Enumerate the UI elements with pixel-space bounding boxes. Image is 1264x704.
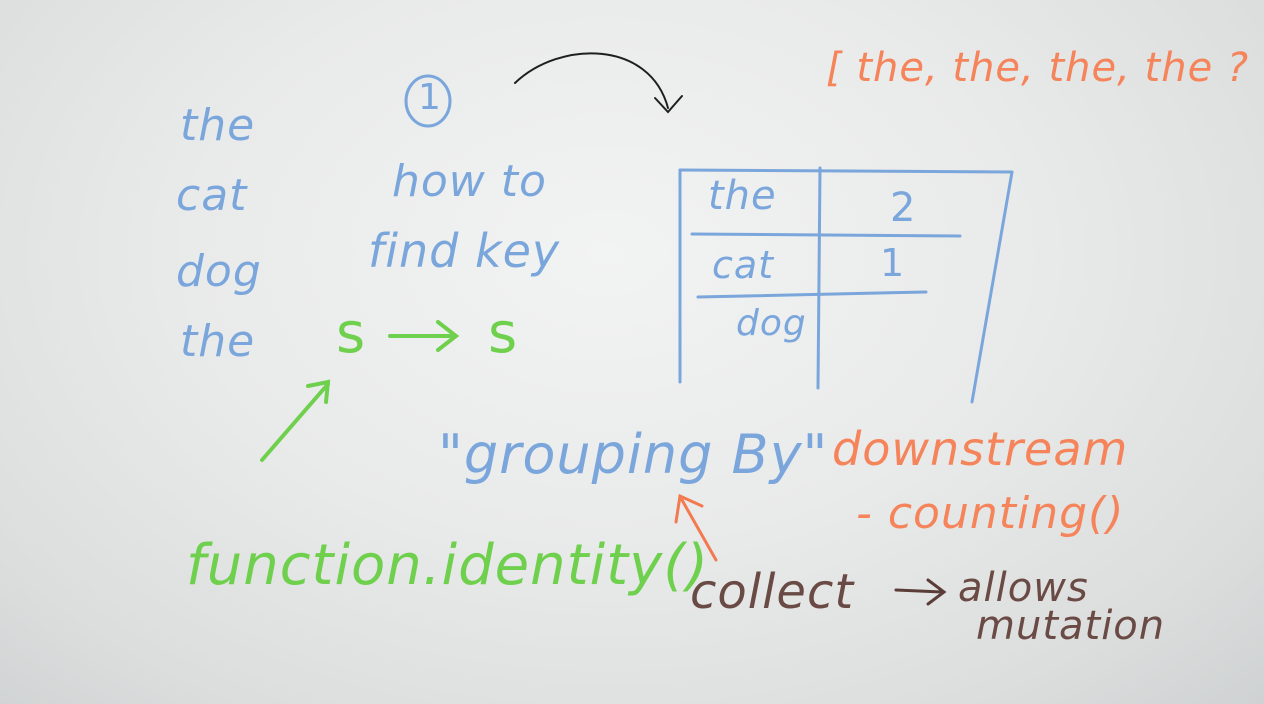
curved-arrow-icon bbox=[514, 52, 669, 109]
orange-arrow-icon bbox=[674, 493, 718, 562]
word-the-2: the bbox=[180, 316, 256, 367]
green-diagonal-arrow-icon bbox=[260, 379, 331, 462]
table-row-cat-key: cat bbox=[712, 243, 775, 287]
collect-text: collect bbox=[690, 564, 855, 620]
map-arrow-icon bbox=[388, 320, 460, 352]
downstream-text: downstream bbox=[832, 422, 1129, 476]
mutation-text: mutation bbox=[976, 603, 1166, 649]
list-note-text: [ the, the, the, the ? bbox=[826, 45, 1250, 91]
table-row-cat-count: 1 bbox=[880, 241, 906, 285]
brown-arrow-icon bbox=[894, 578, 947, 606]
word-dog: dog bbox=[176, 246, 262, 297]
step-circle bbox=[404, 74, 452, 128]
table-row-dog-key: dog bbox=[736, 303, 807, 344]
step-number: 1 bbox=[418, 77, 442, 118]
how-to-text: how to bbox=[392, 156, 547, 207]
word-the-1: the bbox=[180, 100, 256, 151]
table-row-the-count: 2 bbox=[890, 185, 917, 231]
curved-arrow-head-icon bbox=[654, 95, 683, 114]
table-row-divider-1 bbox=[690, 232, 962, 238]
table-top-border bbox=[678, 168, 1014, 174]
map-from-s: s bbox=[336, 301, 367, 366]
word-cat: cat bbox=[176, 170, 248, 221]
find-key-text: find key bbox=[368, 224, 561, 278]
function-identity-text: function.identity() bbox=[186, 533, 709, 598]
allows-line-text: allows bbox=[958, 565, 1089, 611]
table-column-divider bbox=[816, 166, 822, 390]
table-right-border bbox=[970, 170, 1014, 404]
table-row-divider-2 bbox=[696, 290, 928, 299]
counting-text: - counting() bbox=[856, 488, 1125, 539]
map-to-s: s bbox=[488, 301, 519, 366]
grouping-by-text: "grouping By" bbox=[438, 423, 829, 486]
table-row-the-key: the bbox=[708, 173, 777, 219]
